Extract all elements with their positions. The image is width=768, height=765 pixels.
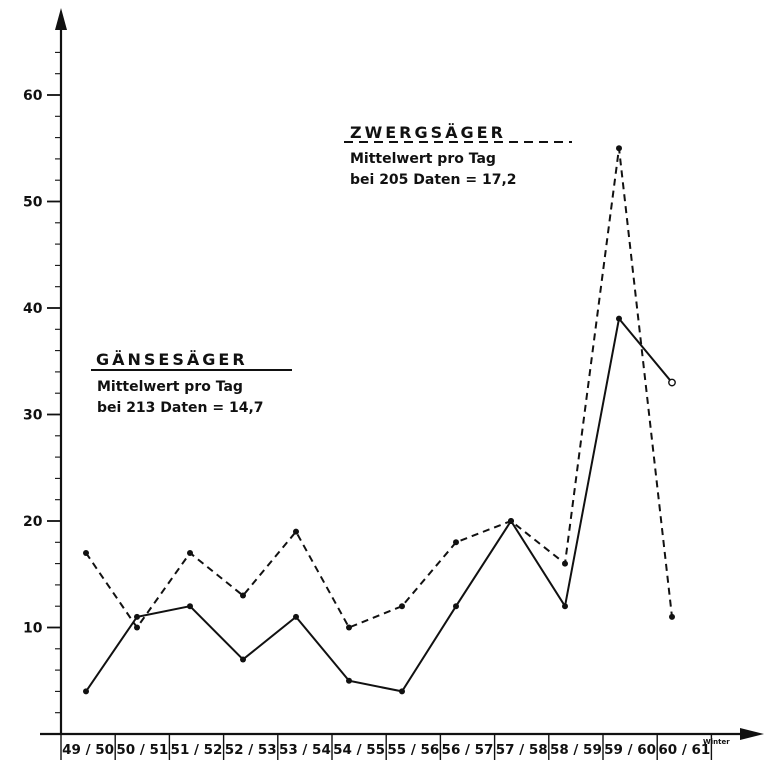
y-tick-label: 60	[23, 88, 43, 104]
data-point	[293, 528, 299, 535]
y-axis-arrow	[55, 8, 67, 30]
data-point	[134, 613, 140, 620]
data-point	[562, 603, 568, 610]
x-tick-label: 52 / 53	[225, 742, 277, 758]
data-point	[669, 613, 675, 620]
x-tick-label: 50 / 51	[116, 742, 168, 758]
data-point	[83, 688, 89, 695]
data-point	[616, 145, 622, 152]
y-axis-ticks: 10 20 30 40 50 60	[23, 51, 61, 714]
series-zwergsaeger	[83, 145, 675, 631]
x-tick-label: 60 / 61	[658, 742, 710, 758]
x-tick-label: 53 / 54	[279, 742, 331, 758]
data-point	[453, 603, 459, 610]
series-line	[85, 148, 673, 630]
data-point	[508, 518, 514, 524]
data-point	[293, 613, 299, 620]
data-point	[83, 549, 89, 556]
x-tick-label: 57 / 58	[496, 742, 548, 758]
x-tick-label: 55 / 56	[387, 742, 439, 758]
data-point	[668, 378, 676, 387]
series-line	[85, 316, 673, 693]
x-tick-label: 49 / 50	[62, 742, 114, 758]
x-tick-label: 59 / 60	[604, 742, 656, 758]
zwergsaeger-line1: Mittelwert pro Tag	[350, 151, 496, 167]
data-point	[187, 603, 193, 610]
x-tick-label: 54 / 55	[333, 742, 385, 758]
data-point	[346, 624, 352, 631]
gaensesaeger-line1: Mittelwert pro Tag	[97, 379, 243, 395]
gaensesaeger-line2: bei 213 Daten = 14,7	[97, 400, 264, 416]
data-point	[346, 677, 352, 684]
x-tick-label: 58 / 59	[550, 742, 602, 758]
data-point	[399, 688, 405, 695]
series-layer	[83, 145, 676, 695]
data-point	[187, 549, 193, 556]
y-tick-label: 20	[23, 514, 43, 530]
x-axis-unit-label: Winter	[703, 738, 730, 746]
axes	[40, 8, 764, 740]
zwergsaeger-annotation: ZWERGSÄGER Mittelwert pro Tag bei 205 Da…	[344, 123, 572, 188]
gaensesaeger-title: GÄNSESÄGER	[96, 350, 248, 369]
zwergsaeger-line2: bei 205 Daten = 17,2	[350, 172, 517, 188]
x-tick-label: 56 / 57	[442, 742, 494, 758]
data-point	[399, 603, 405, 610]
data-point	[240, 656, 246, 663]
zwergsaeger-title: ZWERGSÄGER	[350, 123, 506, 142]
y-tick-label: 40	[23, 301, 43, 317]
data-point	[134, 624, 140, 631]
gaensesaeger-annotation: GÄNSESÄGER Mittelwert pro Tag bei 213 Da…	[91, 350, 292, 416]
x-axis-ticks: 49 / 50 50 / 51 51 / 52 52 / 53 53 / 54 54 / …	[60, 734, 713, 760]
y-tick-label: 30	[23, 408, 43, 424]
data-point	[453, 539, 459, 546]
y-tick-label: 10	[23, 621, 43, 637]
x-axis-arrow	[740, 728, 764, 740]
series-gaensesaeger	[83, 315, 676, 695]
data-point	[616, 315, 622, 322]
data-point	[562, 560, 568, 567]
y-tick-label: 50	[23, 195, 43, 211]
data-point	[240, 592, 246, 599]
x-tick-label: 51 / 52	[171, 742, 223, 758]
